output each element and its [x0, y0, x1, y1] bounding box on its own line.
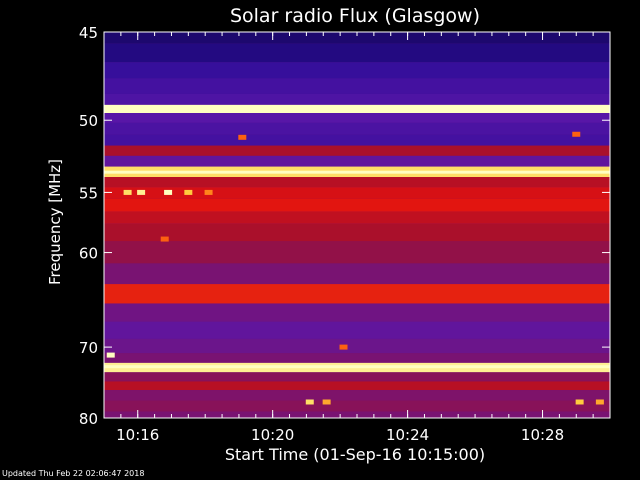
burst-point	[572, 131, 581, 137]
burst-point	[184, 189, 193, 195]
heatmap-band	[104, 155, 610, 167]
burst-point	[575, 399, 584, 405]
heatmap-band	[104, 372, 610, 382]
heatmap-band	[104, 43, 610, 63]
heatmap-band	[104, 211, 610, 224]
heatmap-band	[104, 176, 610, 188]
burst-point	[339, 344, 348, 350]
heatmap-band	[104, 122, 610, 135]
burst-point	[322, 399, 331, 405]
burst-point	[123, 189, 132, 195]
heatmap-band	[104, 113, 610, 123]
heatmap-band	[104, 353, 610, 363]
x-tick-label: 10:28	[521, 426, 564, 444]
heatmap-band	[104, 321, 610, 339]
updated-timestamp: Updated Thu Feb 22 02:06:47 2018	[2, 469, 145, 478]
x-tick-label: 10:20	[251, 426, 294, 444]
burst-point	[204, 189, 213, 195]
burst-point	[164, 189, 173, 195]
heatmap-band	[104, 93, 610, 105]
burst-point	[238, 134, 247, 140]
heatmap-band	[104, 381, 610, 391]
heatmap-band	[104, 62, 610, 79]
burst-point	[595, 399, 604, 405]
burst-point	[137, 189, 146, 195]
burst-point	[160, 236, 169, 242]
chart-title: Solar radio Flux (Glasgow)	[230, 5, 480, 27]
heatmap-band	[104, 241, 610, 264]
heatmap-band-core	[104, 365, 610, 369]
heatmap-band	[104, 338, 610, 354]
heatmap-band	[104, 187, 610, 199]
x-tick-label: 10:24	[386, 426, 429, 444]
heatmap-band	[104, 390, 610, 401]
x-axis-label: Start Time (01-Sep-16 10:15:00)	[225, 445, 485, 464]
heatmap-band	[104, 198, 610, 212]
y-tick-label: 45	[79, 24, 98, 42]
y-tick-label: 80	[79, 410, 98, 428]
burst-point	[106, 352, 115, 358]
heatmap-band	[104, 284, 610, 304]
heatmap-band-core	[104, 107, 610, 111]
y-axis-label: Frequency [MHz]	[46, 159, 64, 285]
heatmap-band	[104, 32, 610, 44]
burst-point	[305, 399, 314, 405]
heatmap-band	[104, 303, 610, 322]
heatmap-band	[104, 263, 610, 285]
y-tick-label: 60	[79, 245, 98, 263]
heatmap-band	[104, 134, 610, 146]
heatmap-band	[104, 223, 610, 242]
heatmap-band	[104, 145, 610, 156]
y-tick-label: 70	[79, 339, 98, 357]
y-tick-label: 55	[79, 184, 98, 202]
heatmap-band	[104, 78, 610, 94]
x-tick-label: 10:16	[116, 426, 159, 444]
y-tick-label: 50	[79, 112, 98, 130]
heatmap-band-core	[104, 170, 610, 174]
heatmap-band	[104, 400, 610, 412]
